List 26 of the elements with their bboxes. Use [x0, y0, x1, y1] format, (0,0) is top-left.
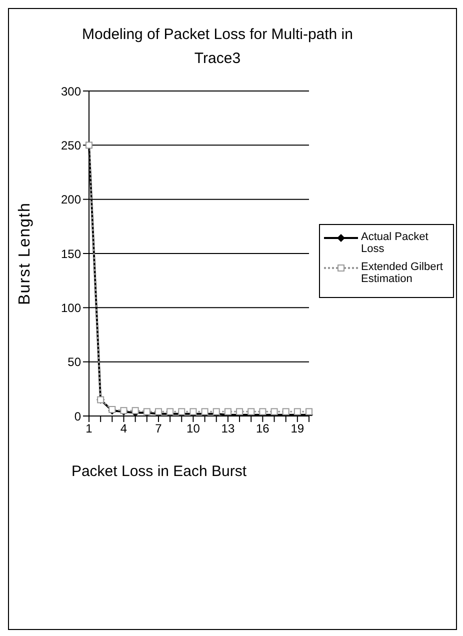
point	[294, 408, 301, 416]
point	[248, 408, 255, 416]
point	[224, 408, 232, 416]
y-tick-label: 0	[74, 409, 82, 424]
legend-label: Extended Gilbert Estimation	[361, 261, 444, 285]
point	[259, 408, 266, 416]
x-tick-label: 7	[155, 422, 162, 436]
y-tick-label: 150	[60, 246, 82, 261]
y-tick-label: 300	[60, 84, 82, 98]
y-axis-title: Burst Length	[16, 202, 34, 305]
y-tick-label: 200	[60, 192, 82, 207]
point	[282, 408, 290, 416]
y-tick-label: 250	[60, 138, 82, 152]
chart-title: Modeling of Packet Loss for Multi-path in Trace3	[81, 25, 354, 69]
y-tick-label: 50	[68, 355, 82, 370]
x-tick-label: 19	[290, 422, 304, 436]
x-tick-label: 16	[256, 422, 270, 436]
x-axis-title: Packet Loss in Each Burst	[70, 462, 248, 482]
point	[270, 408, 278, 416]
x-tick-label: 4	[120, 422, 128, 436]
legend-label: Actual Packet Loss	[361, 231, 430, 255]
point	[236, 408, 244, 416]
x-tick-label: 13	[221, 422, 235, 436]
y-tick-label: 100	[60, 300, 82, 315]
x-tick-label: 1	[86, 422, 93, 436]
x-tick-label: 10	[186, 422, 200, 436]
